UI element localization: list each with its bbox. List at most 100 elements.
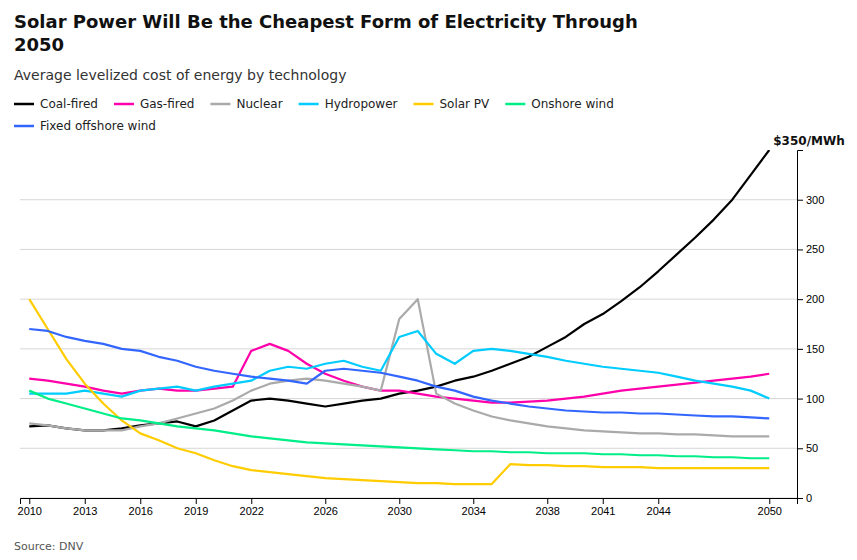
x-tick-label: 2041 — [591, 505, 615, 517]
y-tick-label: 150 — [806, 343, 824, 355]
y-axis: 0 50 100 150 200 250 300 — [797, 151, 824, 505]
x-tick-mark — [325, 498, 326, 504]
legend-item: Onshore wind — [505, 97, 614, 111]
y-tick-mark — [797, 399, 803, 400]
legend-item: Gas-fired — [114, 97, 194, 111]
x-tick: 2038 — [536, 498, 560, 517]
x-tick-label: 2019 — [184, 505, 208, 517]
grid-line — [20, 299, 797, 300]
x-axis-line — [21, 499, 798, 505]
plot: 2010 2013 2016 2019 2022 2026 2030 2034 2038 2041… — [18, 134, 845, 517]
y-tick: 50 — [797, 442, 818, 454]
legend-label: Nuclear — [236, 97, 282, 111]
subtitle: Average levelized cost of energy by tech… — [14, 67, 346, 83]
x-tick: 2019 — [184, 498, 208, 517]
x-tick-mark — [85, 498, 86, 504]
legend-item: Solar PV — [413, 97, 490, 111]
y-axis-line — [798, 151, 804, 499]
x-tick-mark — [658, 498, 659, 504]
x-tick-label: 2030 — [388, 505, 412, 517]
y-tick: 0 — [797, 492, 812, 504]
x-tick: 2013 — [73, 498, 97, 517]
legend-label: Hydropower — [325, 97, 398, 111]
legend-swatch — [210, 103, 230, 106]
x-tick-mark — [29, 498, 30, 504]
legend-label: Coal-fired — [40, 97, 98, 111]
y-tick-label: 0 — [806, 492, 812, 504]
legend-item: Coal-fired — [14, 97, 98, 111]
series-line — [29, 150, 769, 430]
y-tick-label: 100 — [806, 393, 824, 405]
x-tick-label: 2022 — [240, 505, 264, 517]
x-tick-mark — [473, 498, 474, 504]
y-tick-mark — [797, 200, 803, 201]
legend-item: Hydropower — [299, 97, 398, 111]
legend-label: Onshore wind — [531, 97, 614, 111]
legend-item: Nuclear — [210, 97, 282, 111]
legend-item: Fixed offshore wind — [14, 119, 156, 133]
x-tick-mark — [251, 498, 252, 504]
x-tick: 2010 — [18, 498, 42, 517]
legend-swatch — [413, 103, 433, 106]
y-tick-mark — [797, 448, 803, 449]
series-line — [29, 329, 769, 418]
legend-label: Fixed offshore wind — [40, 119, 156, 133]
annotation: $350/MWh — [773, 134, 845, 148]
title-line: Solar Power Will Be the Cheapest Form of… — [14, 11, 638, 32]
legend-swatch — [14, 125, 34, 128]
legend-label: Gas-fired — [140, 97, 194, 111]
y-tick-mark — [797, 299, 803, 300]
series-line — [29, 299, 769, 436]
x-tick-mark — [140, 498, 141, 504]
x-tick: 2022 — [240, 498, 264, 517]
y-tick-label: 200 — [806, 293, 824, 305]
y-tick-mark — [797, 349, 803, 350]
x-tick-mark — [603, 498, 604, 504]
grid-line — [20, 348, 797, 349]
legend: Coal-fired Gas-fired Nuclear Hydropower Sola… — [14, 97, 614, 133]
legend-swatch — [299, 103, 319, 106]
y-tick: 100 — [797, 393, 824, 405]
y-tick: 300 — [797, 194, 824, 206]
x-tick-mark — [769, 498, 770, 504]
x-tick-label: 2026 — [314, 505, 338, 517]
x-tick-label: 2016 — [129, 505, 153, 517]
x-tick-label: 2034 — [462, 505, 486, 517]
x-tick: 2016 — [129, 498, 153, 517]
y-tick-label: 50 — [806, 442, 818, 454]
x-tick-label: 2044 — [647, 505, 671, 517]
x-tick-label: 2010 — [18, 505, 42, 517]
legend-swatch — [14, 103, 34, 106]
y-tick: 250 — [797, 243, 824, 255]
x-tick: 2041 — [591, 498, 615, 517]
legend-label: Solar PV — [439, 97, 490, 111]
grid-line — [20, 199, 797, 200]
y-tick-label: 250 — [806, 243, 824, 255]
x-tick: 2034 — [462, 498, 486, 517]
y-tick-label: 300 — [806, 194, 824, 206]
x-tick-mark — [196, 498, 197, 504]
x-tick-mark — [547, 498, 548, 504]
source: Source: DNV — [14, 540, 84, 553]
x-tick-label: 2038 — [536, 505, 560, 517]
legend-swatch — [505, 103, 525, 106]
x-tick: 2044 — [647, 498, 671, 517]
title: Solar Power Will Be the Cheapest Form of… — [14, 11, 638, 55]
x-tick-label: 2050 — [758, 505, 782, 517]
series-line — [29, 299, 769, 484]
x-tick: 2050 — [758, 498, 782, 517]
chart: Solar Power Will Be the Cheapest Form of… — [0, 0, 857, 560]
x-axis: 2010 2013 2016 2019 2022 2026 2030 2034 2038 2041… — [18, 498, 798, 517]
y-tick: 200 — [797, 293, 824, 305]
x-tick: 2030 — [388, 498, 412, 517]
x-tick-label: 2013 — [73, 505, 97, 517]
y-tick-mark — [797, 498, 803, 499]
series-line — [29, 331, 769, 399]
x-tick-mark — [399, 498, 400, 504]
series-line — [29, 391, 769, 459]
legend-swatch — [114, 103, 134, 106]
title-line: 2050 — [14, 34, 64, 55]
y-tick-mark — [797, 249, 803, 250]
grid — [20, 200, 797, 498]
grid-line — [20, 398, 797, 399]
